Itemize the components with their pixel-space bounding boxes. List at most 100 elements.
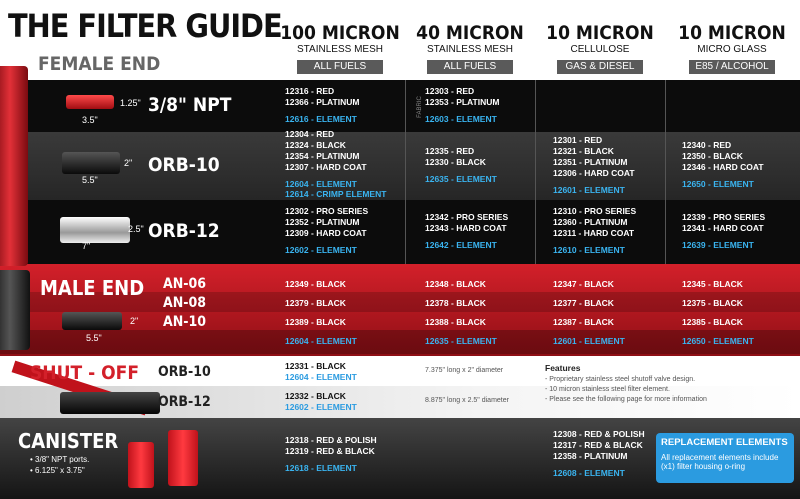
dimension: 5.5": [82, 175, 98, 185]
part-number: 12387 - BLACK: [553, 317, 614, 327]
column-material: CELLULOSE: [570, 44, 630, 55]
band: [0, 264, 800, 356]
element-number: 12635 - ELEMENT: [425, 173, 497, 184]
replacement-text: All replacement elements include (x1) fi…: [661, 453, 779, 472]
element-number: 12608 - ELEMENT: [553, 468, 625, 478]
fitting-label: 3/8" NPT: [148, 94, 232, 116]
element-number: 12604 - ELEMENT: [285, 336, 357, 346]
dimensions: 8.875" long x 2.5" diameter: [425, 397, 509, 404]
part-number: 12332 - BLACK: [285, 391, 346, 401]
column-fuel: ALL FUELS: [427, 60, 513, 74]
band: [0, 330, 800, 354]
part-number: 12343 - HARD COAT: [425, 222, 507, 233]
part-number: 12349 - BLACK: [285, 279, 346, 289]
fitting-label: ORB-12: [148, 220, 220, 242]
element-number: 12616 - ELEMENT: [285, 113, 357, 124]
replacement-box: [656, 433, 794, 483]
part-number: 12360 - PLATINUM: [553, 217, 628, 227]
fitting-label: ORB-12: [158, 394, 211, 410]
part-number: 12366 - PLATINUM: [285, 96, 360, 107]
element-number: 12614 - CRIMP ELEMENT: [285, 189, 387, 199]
column-fuel: ALL FUELS: [297, 60, 383, 74]
part-number: 12342 - PRO SERIES: [425, 211, 509, 222]
part-number: 12330 - BLACK: [425, 156, 486, 167]
part-number: 12310 - PRO SERIES: [553, 206, 637, 216]
part-number: 12347 - BLACK: [553, 279, 614, 289]
part-number: 12379 - BLACK: [285, 298, 346, 308]
column-material: STAINLESS MESH: [297, 44, 383, 55]
fitting-label: AN-08: [163, 295, 207, 311]
part-number: 12351 - PLATINUM: [553, 156, 628, 167]
part-number: 12321 - BLACK: [553, 145, 614, 156]
filter-image: [0, 66, 28, 266]
column-material: MICRO GLASS: [697, 44, 767, 55]
filter-image: [168, 430, 198, 486]
column-micron: 40 MICRON: [416, 22, 524, 44]
column-divider: [405, 80, 406, 264]
part-number: 12358 - PLATINUM: [553, 451, 628, 461]
part-number: 12319 - RED & BLACK: [285, 445, 375, 456]
part-number: 12377 - BLACK: [553, 298, 614, 308]
part-number: 12375 - BLACK: [682, 298, 743, 308]
element-number: 12639 - ELEMENT: [682, 239, 754, 250]
title: THE FILTER GUIDE: [8, 7, 283, 45]
element-number: 12642 - ELEMENT: [425, 239, 497, 250]
part-number: 12385 - BLACK: [682, 317, 743, 327]
part-number: 12309 - HARD COAT: [285, 228, 367, 238]
part-number: 12378 - BLACK: [425, 298, 486, 308]
fitting-label: ORB-10: [148, 154, 220, 176]
filter-image: [66, 95, 114, 109]
dimension: 2": [130, 316, 139, 326]
element-number: 12603 - ELEMENT: [425, 113, 497, 124]
filter-image: [60, 392, 160, 414]
part-number: 12346 - HARD COAT: [682, 162, 764, 172]
section-title: MALE END: [40, 276, 145, 300]
part-number: 12354 - PLATINUM: [285, 151, 360, 161]
element-number: 12635 - ELEMENT: [425, 336, 497, 346]
column-divider: [535, 80, 536, 264]
part-number: 12353 - PLATINUM: [425, 96, 500, 107]
part-number: 12304 - RED: [285, 129, 335, 139]
fitting-label: AN-06: [163, 276, 207, 292]
element-number: 12650 - ELEMENT: [682, 336, 754, 346]
band: [0, 132, 800, 200]
band: [0, 80, 800, 132]
element-number: 12604 - ELEMENT: [285, 179, 357, 189]
band: [0, 200, 800, 264]
filter-image: [0, 270, 30, 350]
part-number: 12306 - HARD COAT: [553, 167, 635, 178]
spec: • 6.125" x 3.75": [30, 466, 85, 475]
part-number: 12318 - RED & POLISH: [285, 434, 377, 445]
column-micron: 10 MICRON: [678, 22, 786, 44]
filter-image: [128, 442, 154, 488]
part-number: 12340 - RED: [682, 140, 732, 150]
features-title: Features: [545, 363, 581, 373]
feature-item: - Proprietary stainless steel shutoff va…: [545, 376, 696, 383]
feature-item: - Please see the following page for more…: [545, 396, 707, 403]
column-material: STAINLESS MESH: [427, 44, 513, 55]
element-number: 12604 - ELEMENT: [285, 372, 357, 382]
part-number: 12311 - HARD COAT: [553, 228, 635, 238]
band: [0, 292, 800, 312]
element-number: 12650 - ELEMENT: [682, 179, 754, 189]
dimension: 3.5": [82, 115, 98, 125]
dimension: 5.5": [86, 333, 102, 343]
filter-image: [62, 152, 120, 174]
part-number: 12352 - PLATINUM: [285, 217, 360, 227]
element-number: 12601 - ELEMENT: [553, 184, 625, 195]
section-title: CANISTER: [18, 429, 119, 453]
element-number: 12601 - ELEMENT: [553, 336, 625, 346]
filter-image: [62, 312, 122, 330]
part-number: 12388 - BLACK: [425, 317, 486, 327]
band: [0, 356, 800, 386]
fitting-label: ORB-10: [158, 364, 211, 380]
part-number: 12389 - BLACK: [285, 317, 346, 327]
column-fuel: E85 / ALCOHOL: [689, 60, 775, 74]
column-fuel: GAS & DIESEL: [557, 60, 643, 74]
part-number: 12335 - RED: [425, 145, 475, 156]
replacement-title: REPLACEMENT ELEMENTS: [661, 437, 788, 448]
dimensions: 7.375" long x 2" diameter: [425, 367, 504, 374]
part-number: 12308 - RED & POLISH: [553, 429, 645, 439]
part-number: 12316 - RED: [285, 85, 335, 96]
